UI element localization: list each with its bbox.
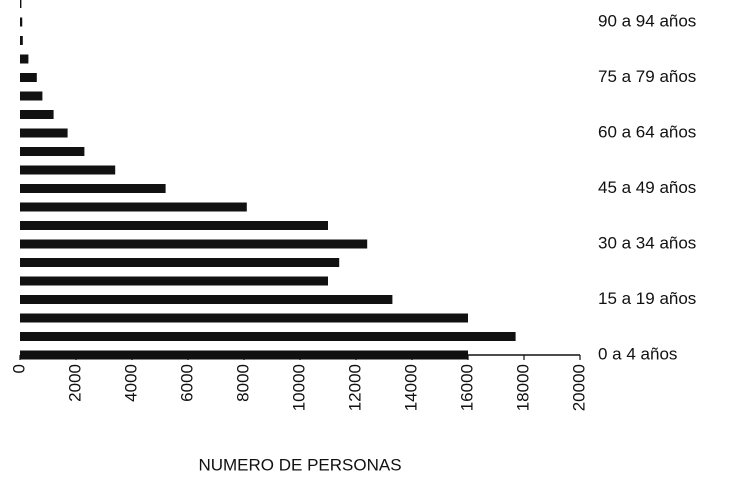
x-tick-label: 4000 (121, 364, 140, 402)
bar (20, 36, 23, 45)
x-tick-label: 20000 (569, 364, 588, 411)
x-tick-label: 14000 (401, 364, 420, 411)
bar (20, 258, 340, 267)
x-tick-label: 18000 (513, 364, 532, 411)
bar (20, 313, 468, 323)
y-tick-label: 15 a 19 años (598, 289, 696, 308)
bar (20, 239, 368, 249)
x-tick-label: 2000 (65, 364, 84, 402)
bar (20, 276, 328, 286)
y-tick-label: 60 a 64 años (598, 122, 696, 141)
x-tick-label: 6000 (177, 364, 196, 402)
bar (20, 128, 68, 138)
y-tick-label: 45 a 49 años (598, 178, 696, 197)
bar (20, 350, 468, 360)
bar (20, 0, 22, 8)
bar (20, 73, 37, 82)
y-tick-label: 90 a 94 años (598, 11, 696, 30)
x-tick-label: 8000 (233, 364, 252, 402)
bar (20, 184, 166, 193)
y-tick-label: 75 a 79 años (598, 67, 696, 86)
bar (20, 110, 54, 119)
y-tick-label: 0 a 4 años (598, 344, 677, 363)
y-tick-label: 30 a 34 años (598, 233, 696, 252)
bar (20, 91, 43, 101)
x-axis-label: NUMERO DE PERSONAS (198, 455, 401, 474)
bar (20, 147, 85, 156)
bar (20, 165, 116, 175)
bar (20, 54, 29, 64)
bar (20, 17, 23, 27)
x-tick-label: 16000 (457, 364, 476, 411)
bar (20, 332, 516, 341)
x-tick-label: 0 (9, 364, 28, 373)
x-tick-label: 10000 (289, 364, 308, 411)
x-tick-label: 12000 (345, 364, 364, 411)
bar (20, 221, 328, 230)
bar (20, 295, 393, 304)
bar (20, 202, 247, 212)
